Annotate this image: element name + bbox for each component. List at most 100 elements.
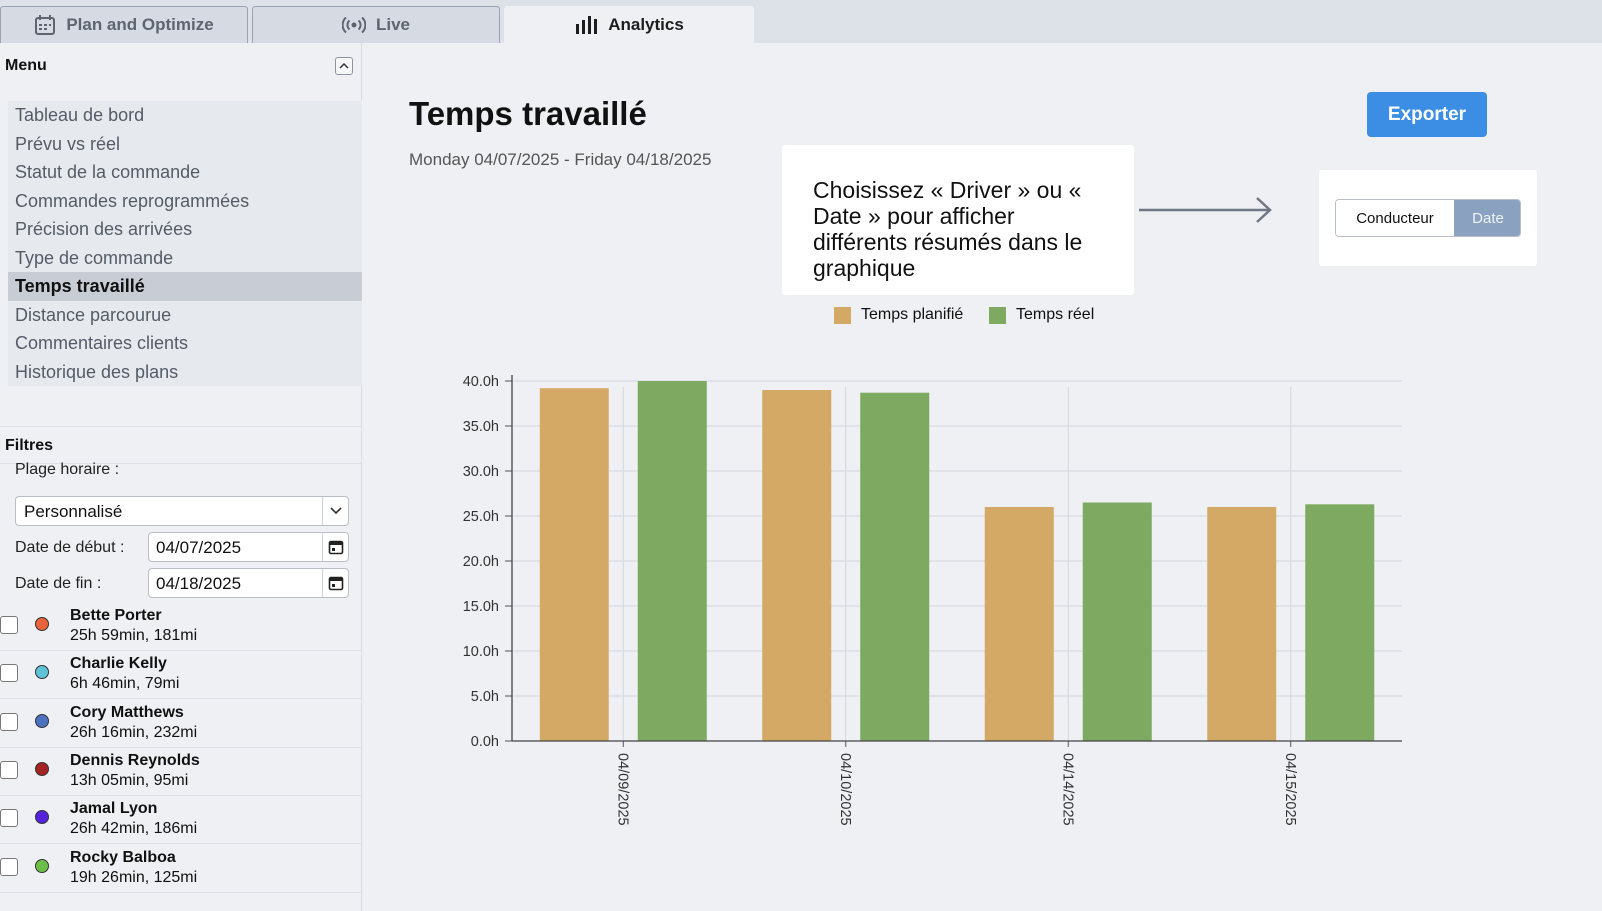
sidebar-item-3[interactable]: Commandes reprogrammées xyxy=(15,190,250,211)
sidebar-item-9[interactable]: Historique des plans xyxy=(15,361,179,382)
driver-row[interactable]: Charlie Kelly 6h 46min, 79mi xyxy=(0,651,361,700)
driver-row[interactable]: Bette Porter 25h 59min, 181mi xyxy=(0,603,361,651)
toggle-driver-button[interactable]: Conducteur xyxy=(1336,200,1454,236)
view-toggle-card: Conducteur Date xyxy=(1319,170,1537,266)
hint-callout: Choisissez « Driver » ou « Date » pour a… xyxy=(782,145,1134,295)
driver-name: Bette Porter xyxy=(70,607,162,624)
sidebar: Menu Tableau de bord Prévu vs réel Statut … xyxy=(0,43,362,911)
date-range: Monday 04/07/2025 - Friday 04/18/2025 xyxy=(409,150,712,169)
driver-color-dot xyxy=(35,665,49,680)
legend-swatch xyxy=(989,306,1006,324)
y-tick-label: 0.0h xyxy=(471,734,499,750)
sidebar-item-2[interactable]: Statut de la commande xyxy=(15,162,201,182)
end-date-field[interactable]: 04/18/2025 xyxy=(148,568,349,598)
driver-checkbox[interactable] xyxy=(0,760,18,779)
y-tick-label: 15.0h xyxy=(463,599,499,615)
driver-name: Cory Matthews xyxy=(70,703,184,721)
tab-live[interactable]: Live xyxy=(252,6,500,43)
driver-stats: 13h 05min, 95mi xyxy=(70,771,189,789)
driver-color-dot xyxy=(35,617,49,631)
bar-actual xyxy=(1305,504,1375,741)
driver-stats: 6h 46min, 79mi xyxy=(70,675,180,693)
bar-actual xyxy=(860,392,930,741)
tab-analytics[interactable]: Analytics xyxy=(504,6,754,43)
hint-text: Choisissez « Driver » ou « Date » pour a… xyxy=(813,177,1083,281)
driver-stats: 26h 16min, 232mi xyxy=(70,723,198,741)
time-range-value: Personnalisé xyxy=(24,502,123,521)
y-tick-label: 35.0h xyxy=(463,419,499,435)
time-range-label: Plage horaire : xyxy=(15,461,120,478)
x-tick-label: 04/09/2025 xyxy=(614,753,630,826)
tab-bar: Plan and Optimize Live Analytics xyxy=(0,0,1602,43)
sidebar-item-0[interactable]: Tableau de bord xyxy=(15,105,145,125)
sidebar-item-4[interactable]: Précision des arrivées xyxy=(15,219,193,239)
broadcast-icon xyxy=(341,15,366,35)
arrow-right-icon xyxy=(1139,197,1272,223)
sidebar-item-5[interactable]: Type de commande xyxy=(15,247,174,268)
legend-item-actual: Temps réel xyxy=(989,305,1094,325)
tab-plan-and-optimize[interactable]: Plan and Optimize xyxy=(0,6,248,43)
driver-color-dot xyxy=(35,761,49,776)
driver-checkbox[interactable] xyxy=(0,712,18,731)
legend-label: Temps réel xyxy=(1016,306,1095,323)
sidebar-item-1[interactable]: Prévu vs réel xyxy=(15,133,121,154)
end-date-label: Date de fin : xyxy=(15,575,102,592)
bar-planned xyxy=(1207,507,1277,741)
y-tick-label: 5.0h xyxy=(471,689,499,705)
driver-checkbox[interactable] xyxy=(0,616,18,634)
main-content: Temps travaillé Monday 04/07/2025 - Frid… xyxy=(362,43,1602,911)
legend-item-planned: Temps planifié xyxy=(834,305,963,325)
y-tick-label: 30.0h xyxy=(463,464,499,480)
start-date-label: Date de début : xyxy=(15,539,125,556)
calendar-icon xyxy=(34,14,56,36)
y-tick-label: 40.0h xyxy=(463,374,499,390)
sidebar-item-7[interactable]: Distance parcourue xyxy=(15,304,172,325)
menu-header: Menu xyxy=(0,43,361,88)
toggle-date-button[interactable]: Date xyxy=(1454,200,1520,236)
bar-planned xyxy=(539,388,609,741)
tab-label: Plan and Optimize xyxy=(66,15,214,34)
driver-name: Rocky Balboa xyxy=(70,848,176,866)
menu-list: Tableau de bord Prévu vs réel Statut de la… xyxy=(8,101,362,386)
calendar-picker-icon[interactable] xyxy=(322,533,348,561)
x-tick-label: 04/15/2025 xyxy=(1282,753,1298,826)
driver-stats: 26h 42min, 186mi xyxy=(70,820,198,838)
driver-row[interactable]: Jamal Lyon 26h 42min, 186mi xyxy=(0,796,361,845)
chevron-up-icon xyxy=(339,62,349,69)
driver-stats: 19h 26min, 125mi xyxy=(70,868,198,886)
bar-actual xyxy=(637,381,707,741)
end-date-value: 04/18/2025 xyxy=(156,574,242,593)
legend-swatch xyxy=(834,306,851,324)
sidebar-item-8[interactable]: Commentaires clients xyxy=(15,333,189,353)
driver-color-dot xyxy=(35,713,49,728)
y-tick-label: 10.0h xyxy=(463,644,499,660)
y-tick-label: 20.0h xyxy=(463,554,499,570)
time-range-select[interactable]: Personnalisé xyxy=(15,496,349,526)
driver-row[interactable]: Cory Matthews 26h 16min, 232mi xyxy=(0,700,361,748)
worked-time-chart: 0.0h 5.0h 10.0h 15.0h 20.0h 25.0h 30.0h 35.0h 40… xyxy=(463,374,1402,826)
tab-label: Live xyxy=(375,15,411,34)
driver-checkbox[interactable] xyxy=(0,809,18,828)
bar-actual xyxy=(1082,502,1152,741)
driver-row[interactable]: Rocky Balboa 19h 26min, 125mi xyxy=(0,845,361,893)
driver-checkbox[interactable] xyxy=(0,857,18,876)
collapse-menu-button[interactable] xyxy=(335,57,353,75)
driver-name: Jamal Lyon xyxy=(70,800,158,818)
view-toggle: Conducteur Date xyxy=(1335,199,1521,237)
legend-label: Temps planifié xyxy=(861,306,964,323)
y-tick-label: 25.0h xyxy=(463,509,499,525)
bar-planned xyxy=(762,390,832,741)
x-tick-label: 04/14/2025 xyxy=(1059,753,1075,826)
bar-chart-icon xyxy=(574,15,598,35)
chevron-down-icon xyxy=(322,497,348,525)
filters-header: Filtres xyxy=(0,426,361,464)
calendar-picker-icon[interactable] xyxy=(322,569,348,597)
driver-stats: 25h 59min, 181mi xyxy=(70,627,198,644)
driver-row[interactable]: Dennis Reynolds 13h 05min, 95mi xyxy=(0,748,361,796)
start-date-field[interactable]: 04/07/2025 xyxy=(148,532,349,562)
driver-color-dot xyxy=(35,810,49,825)
export-button[interactable]: Exporter xyxy=(1367,92,1487,137)
sidebar-item-6[interactable]: Temps travaillé xyxy=(8,272,362,301)
driver-checkbox[interactable] xyxy=(0,664,18,683)
filters-title: Filtres xyxy=(5,437,54,454)
